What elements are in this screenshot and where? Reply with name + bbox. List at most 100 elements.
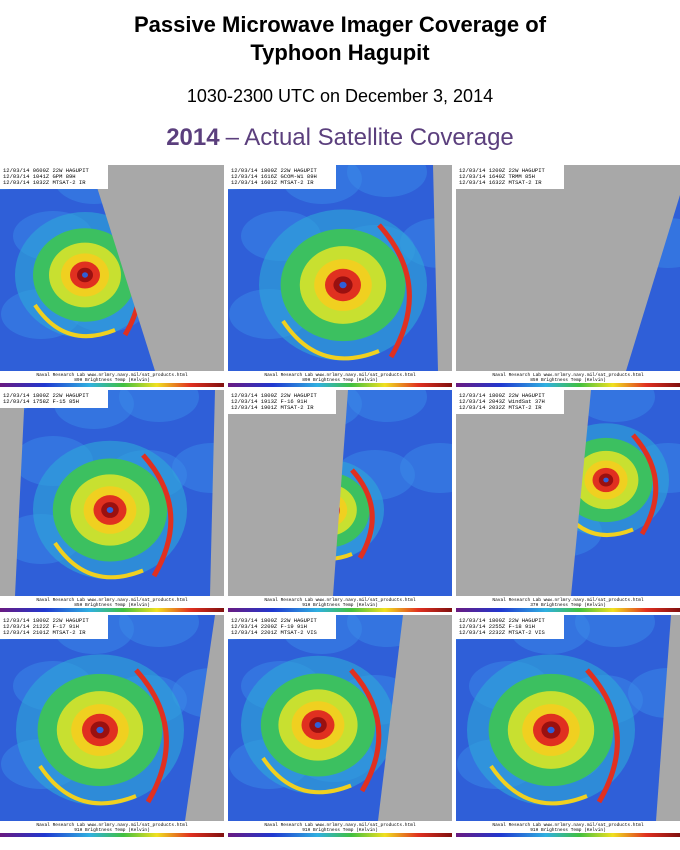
panel-header-line: 12/03/14 1800Z 22W HAGUPIT xyxy=(459,617,546,624)
texture xyxy=(575,615,655,647)
rain-band xyxy=(134,668,169,804)
scale-label: 91H Brightness Temp (Kelvin) xyxy=(302,827,378,833)
color-bar xyxy=(228,608,452,612)
color-bar xyxy=(0,383,224,387)
credit: Naval Research Lab www.nrlmry.navy.mil/s… xyxy=(492,597,644,603)
cloud-imagery xyxy=(456,390,591,596)
panel-header-line: 12/03/14 2122Z F-17 91H xyxy=(3,623,79,630)
panel-image xyxy=(0,390,224,596)
header-box xyxy=(0,615,108,639)
credit: Naval Research Lab www.nrlmry.navy.mil/s… xyxy=(492,372,644,378)
scale-label: 37H Brightness Temp (Kelvin) xyxy=(530,602,606,608)
cloud-imagery xyxy=(433,165,452,371)
panel-header-line: 12/03/14 1632Z MTSAT-2 IR xyxy=(459,179,542,186)
panel-header-line: 12/03/14 1800Z 22W HAGUPIT xyxy=(231,392,318,399)
cloud-imagery xyxy=(90,165,224,371)
header-box xyxy=(0,165,108,189)
panel-image xyxy=(0,165,224,371)
cyclone-band xyxy=(547,726,555,734)
cyclone-band xyxy=(96,726,104,734)
panel-image xyxy=(456,165,680,371)
cloud-imagery xyxy=(656,615,680,821)
scale-label: 89H Brightness Temp (Kelvin) xyxy=(74,377,150,383)
cyclone-band xyxy=(82,272,88,278)
rain-band xyxy=(631,433,659,536)
panel-header-line: 12/03/14 1640Z TRMM 85H xyxy=(459,173,535,180)
panel-header-line: 12/03/14 1200Z 22W HAGUPIT xyxy=(459,167,546,174)
color-bar xyxy=(456,608,680,612)
title-line: Typhoon Hagupit xyxy=(250,40,430,65)
panel-header-line: 12/03/14 2101Z MTSAT-2 IR xyxy=(3,629,86,636)
rain-band xyxy=(350,468,375,560)
section-heading: 2014– Actual Satellite Coverage xyxy=(166,124,514,151)
panel-header-line: 12/03/14 1616Z GCOM-W1 89H xyxy=(231,173,317,180)
rain-band xyxy=(489,764,588,806)
header-box xyxy=(456,390,564,414)
cloud-imagery xyxy=(210,390,224,596)
rain-band xyxy=(38,764,137,806)
texture xyxy=(119,615,199,647)
credit: Naval Research Lab www.nrlmry.navy.mil/s… xyxy=(264,822,416,828)
panel-header-line: 12/03/14 2232Z MTSAT-2 VIS xyxy=(459,629,546,636)
color-bar xyxy=(228,833,452,837)
panel-header-line: 12/03/14 2043Z WindSat 37H xyxy=(459,398,545,405)
header-box xyxy=(456,165,564,189)
header-box xyxy=(228,390,336,414)
panel-header-line: 12/03/14 0600Z 22W HAGUPIT xyxy=(3,167,90,174)
panel-image xyxy=(456,615,680,821)
cyclone-band xyxy=(339,281,347,289)
panel-header-line: 12/03/14 2200Z F-19 91H xyxy=(231,623,307,630)
credit: Naval Research Lab www.nrlmry.navy.mil/s… xyxy=(492,822,644,828)
panel-header-line: 12/03/14 2032Z MTSAT-2 IR xyxy=(459,404,542,411)
panel-image xyxy=(456,390,680,596)
panel-header-line: 12/03/14 1800Z 22W HAGUPIT xyxy=(3,617,90,624)
credit: Naval Research Lab www.nrlmry.navy.mil/s… xyxy=(36,372,188,378)
panel-header-line: 12/03/14 1032Z MTSAT-2 IR xyxy=(3,179,86,186)
credit: Naval Research Lab www.nrlmry.navy.mil/s… xyxy=(36,822,188,828)
rain-band xyxy=(141,453,174,578)
texture xyxy=(347,390,427,422)
header-box xyxy=(456,615,564,639)
cyclone-band xyxy=(106,507,114,513)
panel-header-line: 12/03/14 1601Z MTSAT-2 IR xyxy=(231,179,314,186)
panel-header-line: 12/03/14 1800Z 22W HAGUPIT xyxy=(3,392,90,399)
panel-image xyxy=(228,390,452,596)
credit: Naval Research Lab www.nrlmry.navy.mil/s… xyxy=(264,372,416,378)
texture xyxy=(119,390,199,422)
scale-label: 91H Brightness Temp (Kelvin) xyxy=(302,602,378,608)
rain-band xyxy=(377,223,412,359)
panel-header-line: 12/03/14 1913Z F-16 91H xyxy=(231,398,307,405)
panel-header-line: 12/03/14 2201Z MTSAT-2 VIS xyxy=(231,629,318,636)
panel-image xyxy=(228,615,452,821)
panel-header-line: 12/03/14 1758Z F-15 85H xyxy=(3,398,79,405)
scale-label: 89H Brightness Temp (Kelvin) xyxy=(302,377,378,383)
heading-year: 2014 xyxy=(166,124,220,151)
cloud-imagery xyxy=(228,390,348,596)
color-bar xyxy=(456,383,680,387)
panel-header-line: 12/03/14 1041Z GPM 89H xyxy=(3,173,76,180)
cyclone-band xyxy=(603,477,609,483)
rain-band xyxy=(585,668,620,804)
cloud-imagery xyxy=(456,165,680,371)
credit: Naval Research Lab www.nrlmry.navy.mil/s… xyxy=(264,597,416,603)
scale-label: 91H Brightness Temp (Kelvin) xyxy=(74,827,150,833)
rain-band xyxy=(349,668,382,793)
panel-header-line: 12/03/14 1800Z 22W HAGUPIT xyxy=(231,167,318,174)
cloud-imagery xyxy=(185,615,224,821)
subtitle: 1030-2300 UTC on December 3, 2014 xyxy=(187,86,493,106)
rain-band xyxy=(53,541,144,580)
scale-label: 85H Brightness Temp (Kelvin) xyxy=(74,602,150,608)
rain-band xyxy=(281,319,380,361)
color-bar xyxy=(0,608,224,612)
panel-header-line: 12/03/14 1901Z MTSAT-2 IR xyxy=(231,404,314,411)
color-bar xyxy=(456,833,680,837)
panel-image xyxy=(0,615,224,821)
